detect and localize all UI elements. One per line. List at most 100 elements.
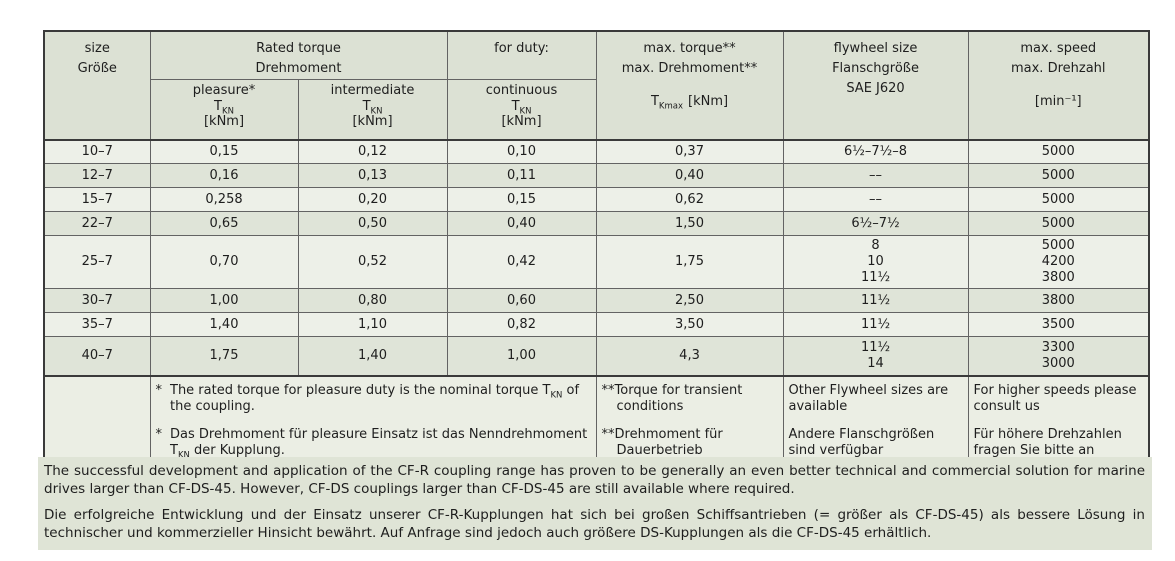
size-cell: 10–7 bbox=[43, 138, 151, 164]
table-body: 10–7 0,15 0,12 0,10 0,37 6½–7½–8 5000 12… bbox=[43, 138, 1150, 465]
size-cell: 35–7 bbox=[43, 312, 151, 337]
continuous-cell: 0,42 bbox=[446, 235, 597, 289]
continuous-cell: 1,00 bbox=[446, 336, 597, 376]
footnotes-row: * The rated torque for pleasure duty is … bbox=[43, 374, 1150, 465]
continuous-cell: 0,15 bbox=[446, 187, 597, 212]
continuous-cell: 0,60 bbox=[446, 288, 597, 313]
max-torque-cell: 0,40 bbox=[595, 163, 784, 188]
speed-header-line1: max. speed bbox=[1020, 41, 1097, 56]
flywheel-cell: –– bbox=[782, 187, 969, 212]
table-row: 40–7 1,75 1,40 1,00 4,3 11½ 14 3300 3000 bbox=[43, 336, 1150, 376]
description-text-block: The successful development and applicati… bbox=[38, 457, 1152, 550]
footnote-max-torque-en: **Torque for transient conditions bbox=[601, 382, 743, 415]
table-row: 12–7 0,16 0,13 0,11 0,40 –– 5000 bbox=[43, 163, 1150, 188]
continuous-unit: [kNm] bbox=[501, 114, 542, 129]
intermediate-cell: 0,20 bbox=[297, 187, 448, 212]
max-torque-cell: 0,37 bbox=[595, 138, 784, 164]
flywheel-cell: –– bbox=[782, 163, 969, 188]
speed-header-line2: max. Drehzahl bbox=[1010, 61, 1106, 76]
coupling-spec-table-wrap: size Größe Rated torque Drehmoment for d… bbox=[43, 30, 1151, 466]
pleasure-label: pleasure* bbox=[192, 83, 256, 98]
size-column-header: size Größe bbox=[43, 30, 151, 140]
intermediate-symbol: TKN bbox=[362, 99, 383, 117]
intermediate-cell: 0,12 bbox=[297, 138, 448, 164]
table-header: size Größe Rated torque Drehmoment for d… bbox=[43, 30, 1150, 140]
rated-torque-footnotes: * The rated torque for pleasure duty is … bbox=[149, 374, 597, 465]
intermediate-cell: 1,40 bbox=[297, 336, 448, 376]
flywheel-footnotes: Other Flywheel sizes are available Ander… bbox=[782, 374, 969, 465]
footnote-marker: * bbox=[155, 382, 163, 398]
max-torque-cell: 3,50 bbox=[595, 312, 784, 337]
table-row: 25–7 0,70 0,52 0,42 1,75 8 10 11½ 5000 4… bbox=[43, 235, 1150, 289]
header-row-subcolumns: pleasure* TKN [kNm] intermediate TKN [kN… bbox=[44, 79, 1149, 140]
speed-cell: 5000 bbox=[967, 211, 1150, 236]
pleasure-cell: 1,40 bbox=[149, 312, 299, 337]
pleasure-cell: 0,70 bbox=[149, 235, 299, 289]
continuous-label: continuous bbox=[485, 83, 558, 98]
header-row-groups: size Größe Rated torque Drehmoment for d… bbox=[43, 30, 1150, 140]
max-torque-footnotes: **Torque for transient conditions **Dreh… bbox=[595, 374, 784, 465]
rated-torque-group-label: Rated torque Drehmoment bbox=[255, 41, 342, 76]
description-paragraph-de: Die erfolgreiche Entwicklung und der Ein… bbox=[44, 507, 1145, 541]
max-torque-cell: 4,3 bbox=[595, 336, 784, 376]
spacer bbox=[601, 79, 779, 94]
intermediate-cell: 0,50 bbox=[297, 211, 448, 236]
speed-unit: [min⁻¹] bbox=[1034, 94, 1082, 109]
continuous-subheader: continuous TKN [kNm] bbox=[446, 79, 597, 140]
continuous-cell: 0,40 bbox=[446, 211, 597, 236]
max-torque-cell: 1,75 bbox=[595, 235, 784, 289]
speed-cell: 5000 4200 3800 bbox=[967, 235, 1150, 289]
footnote-flywheel-en: Other Flywheel sizes are available bbox=[788, 382, 949, 415]
torque-subscript: Kmax bbox=[658, 101, 683, 112]
speed-column-header: max. speed max. Drehzahl [min⁻¹] bbox=[967, 30, 1150, 140]
intermediate-cell: 0,80 bbox=[297, 288, 448, 313]
size-cell: 25–7 bbox=[43, 235, 151, 289]
pleasure-cell: 1,00 bbox=[149, 288, 299, 313]
intermediate-cell: 1,10 bbox=[297, 312, 448, 337]
max-torque-column-header: max. torque** max. Drehmoment** TKmax [kN… bbox=[595, 30, 784, 140]
speed-cell: 3300 3000 bbox=[967, 336, 1150, 376]
rated-torque-group-header: Rated torque Drehmoment bbox=[149, 30, 448, 80]
continuous-cell: 0,82 bbox=[446, 312, 597, 337]
footnote-speed-de: Für höhere Drehzahlen fragen Sie bitte a… bbox=[973, 426, 1122, 459]
max-torque-header-line2: max. Drehmoment** bbox=[621, 61, 758, 76]
intermediate-unit: [kNm] bbox=[352, 114, 393, 129]
for-duty-label: for duty: bbox=[494, 41, 549, 56]
footnote-max-torque-de: **Drehmoment für Dauerbetrieb bbox=[601, 426, 723, 459]
pleasure-cell: 0,258 bbox=[149, 187, 299, 212]
size-cell: 15–7 bbox=[43, 187, 151, 212]
pleasure-unit: [kNm] bbox=[203, 114, 245, 129]
flywheel-cell: 11½ 14 bbox=[782, 336, 969, 376]
speed-cell: 5000 bbox=[967, 163, 1150, 188]
max-torque-cell: 2,50 bbox=[595, 288, 784, 313]
torque-symbol: T bbox=[650, 94, 659, 109]
flywheel-cell: 6½–7½ bbox=[782, 211, 969, 236]
speed-cell: 5000 bbox=[967, 187, 1150, 212]
footnote-marker: * bbox=[155, 426, 163, 442]
pleasure-cell: 0,16 bbox=[149, 163, 299, 188]
flywheel-cell: 6½–7½–8 bbox=[782, 138, 969, 164]
size-cell: 22–7 bbox=[43, 211, 151, 236]
pleasure-cell: 1,75 bbox=[149, 336, 299, 376]
intermediate-cell: 0,52 bbox=[297, 235, 448, 289]
max-torque-cell: 0,62 bbox=[595, 187, 784, 212]
intermediate-subheader: intermediate TKN [kNm] bbox=[297, 79, 448, 140]
spacer bbox=[973, 79, 1145, 94]
flywheel-cell: 8 10 11½ bbox=[782, 235, 969, 289]
pleasure-cell: 0,15 bbox=[149, 138, 299, 164]
continuous-symbol: TKN bbox=[511, 99, 532, 117]
table-row: 15–7 0,258 0,20 0,15 0,62 –– 5000 bbox=[43, 187, 1150, 212]
flywheel-column-header: flywheel size Flanschgröße SAE J620 bbox=[782, 30, 969, 140]
flywheel-cell: 11½ bbox=[782, 288, 969, 313]
table-row: 30–7 1,00 0,80 0,60 2,50 11½ 3800 bbox=[43, 288, 1150, 313]
footnote-flywheel-de: Andere Flanschgrößen sind verfügbar bbox=[788, 426, 935, 459]
size-header-label: size Größe bbox=[77, 41, 117, 76]
max-torque-unit: TKmax [kNm] bbox=[601, 94, 779, 112]
speed-footnotes: For higher speeds please consult us Für … bbox=[967, 374, 1150, 465]
continuous-cell: 0,11 bbox=[446, 163, 597, 188]
pleasure-cell: 0,65 bbox=[149, 211, 299, 236]
table-row: 10–7 0,15 0,12 0,10 0,37 6½–7½–8 5000 bbox=[43, 138, 1150, 164]
pleasure-symbol: TKN bbox=[214, 99, 234, 117]
speed-cell: 5000 bbox=[967, 138, 1150, 164]
torque-unit-text: [kNm] bbox=[688, 94, 729, 109]
